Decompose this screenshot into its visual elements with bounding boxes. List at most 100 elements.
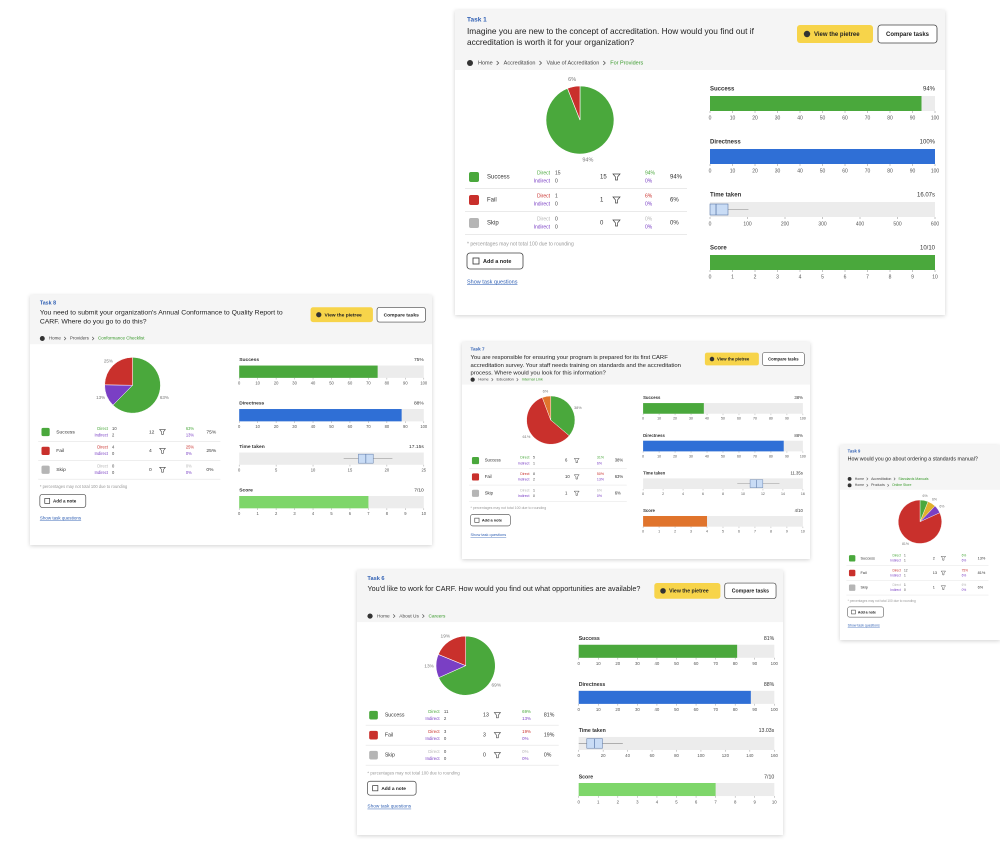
add-note-label[interactable]: Add a note [53,499,77,504]
metric-tick-label: 90 [910,115,916,121]
pietree-button-label[interactable]: View the pietree [669,589,709,595]
add-note-button[interactable] [470,514,511,527]
pietree-button[interactable] [310,307,373,323]
funnel-icon [612,173,621,181]
footnote: * percentages may not total 100 due to r… [40,484,128,489]
pietree-button-label[interactable]: View the pietree [325,312,363,318]
metric-value: 7/10 [414,488,424,494]
total-count: 6 [565,458,568,463]
pie-label: 6% [568,77,576,83]
breadcrumb-item[interactable]: Standards Manuals [898,477,928,481]
compare-button-label[interactable]: Compare tasks [768,357,799,362]
indirect-pct: 6% [962,559,967,563]
compare-button[interactable] [877,24,938,44]
indirect-count: 1 [904,573,906,577]
metric-tick-label: 25 [422,468,427,473]
metric-tick-label: 600 [931,221,940,227]
metric-tick-label: 60 [348,381,353,386]
breadcrumb-item[interactable]: Products [871,483,885,487]
breadcrumb-item[interactable]: Home [855,483,864,487]
metric-tick-label: 30 [635,661,640,666]
show-questions-link[interactable]: Show task questions [467,279,518,285]
metric-tick-label: 8 [722,492,724,496]
add-note-button[interactable] [367,780,417,796]
compare-button[interactable] [762,352,805,366]
breadcrumb-item[interactable]: About Us [399,613,419,619]
total-count: 0 [149,467,152,473]
breadcrumb-icon [847,483,852,488]
show-questions-link[interactable]: Show task questions [40,515,82,520]
footnote: * percentages may not total 100 due to r… [467,241,574,247]
metric-tick-label: 50 [674,661,679,666]
pie-slice [550,395,576,437]
task-question: How would you go about ordering a standa… [847,455,978,462]
compare-button[interactable] [376,306,426,323]
indirect-count: 0 [112,451,115,456]
metric-tick-label: 0 [709,274,712,280]
show-questions-link[interactable]: Show task questions [367,804,411,810]
row-swatch [369,730,378,740]
metric-name: Directness [710,140,741,146]
breadcrumb-item[interactable]: Education [497,377,514,382]
breadcrumb-item[interactable]: Home [49,336,62,341]
metric-value: 13.03s [759,728,775,734]
direct-label: Direct [892,583,900,587]
metric-tick-label: 0 [709,221,712,227]
add-note-label[interactable]: Add a note [483,259,511,265]
pietree-button-label[interactable]: View the pietree [717,357,750,362]
metric-name: Score [579,774,594,780]
breadcrumb-item[interactable]: Conformance Checklist [98,336,145,341]
indirect-pct: 6% [962,573,967,577]
add-note-label[interactable]: Add a note [482,518,503,523]
metric-tick-label: 80 [769,454,773,458]
breadcrumb-item[interactable]: For Providers [610,60,643,66]
metric-tick-label: 70 [366,381,371,386]
add-note-button[interactable] [39,494,87,508]
breadcrumb-item[interactable]: Value of Accreditation [546,60,599,66]
add-note-button[interactable] [466,252,524,270]
metric-tick-label: 12 [761,492,765,496]
show-questions-link[interactable]: Show task questions [471,532,507,537]
compare-button[interactable] [724,582,777,600]
indirect-count: 2 [112,432,115,437]
breadcrumb-item[interactable]: Providers [70,336,90,341]
direct-pct: 6% [597,488,603,492]
compare-button-label[interactable]: Compare tasks [732,589,769,595]
metric-bar [239,409,402,422]
breadcrumb-item[interactable]: Home [855,477,864,481]
metric-tick-label: 0 [238,381,241,386]
task-question: You'd like to work for CARF. How would y… [367,583,641,593]
add-note-button[interactable] [847,606,884,618]
add-note-label[interactable]: Add a note [381,786,406,792]
pietree-button[interactable] [797,25,873,43]
pietree-button[interactable] [704,352,759,366]
pietree-button[interactable] [654,583,721,599]
indirect-count: 2 [444,716,447,721]
row-name: Skip [385,753,395,759]
metric-tick-label: 80 [385,424,390,429]
metric-name: Directness [579,682,606,688]
breadcrumb-item[interactable]: Internal Link [522,377,543,382]
add-note-label[interactable]: Add a note [858,610,876,614]
show-questions-link[interactable]: Show task questions [848,623,880,627]
breadcrumb-item[interactable]: Home [478,60,493,66]
direct-label: Direct [428,749,440,754]
metric-tick-label: 3 [636,799,639,804]
breadcrumb-item[interactable]: Home [377,613,390,619]
task-question: Imagine you are new to the concept of ac… [467,26,754,47]
breadcrumb-item[interactable]: Online Store [892,483,912,487]
question-box: You are responsible for ensuring your pr… [471,353,681,375]
breadcrumb-item[interactable]: Home [478,377,488,382]
breadcrumb-item[interactable]: Accreditation [504,60,536,66]
total-count: 13 [483,713,489,719]
metric-value: 81% [764,636,775,642]
compare-button-label[interactable]: Compare tasks [886,32,930,38]
pietree-button-label[interactable]: View the pietree [814,32,860,38]
breadcrumb-item[interactable]: Careers [428,613,446,619]
indirect-count: 0 [555,201,558,207]
breadcrumb-item[interactable]: Accreditation [871,477,891,481]
compare-button-label[interactable]: Compare tasks [384,312,419,318]
pietree-icon [316,312,322,318]
metric-tick-label: 30 [775,115,781,121]
